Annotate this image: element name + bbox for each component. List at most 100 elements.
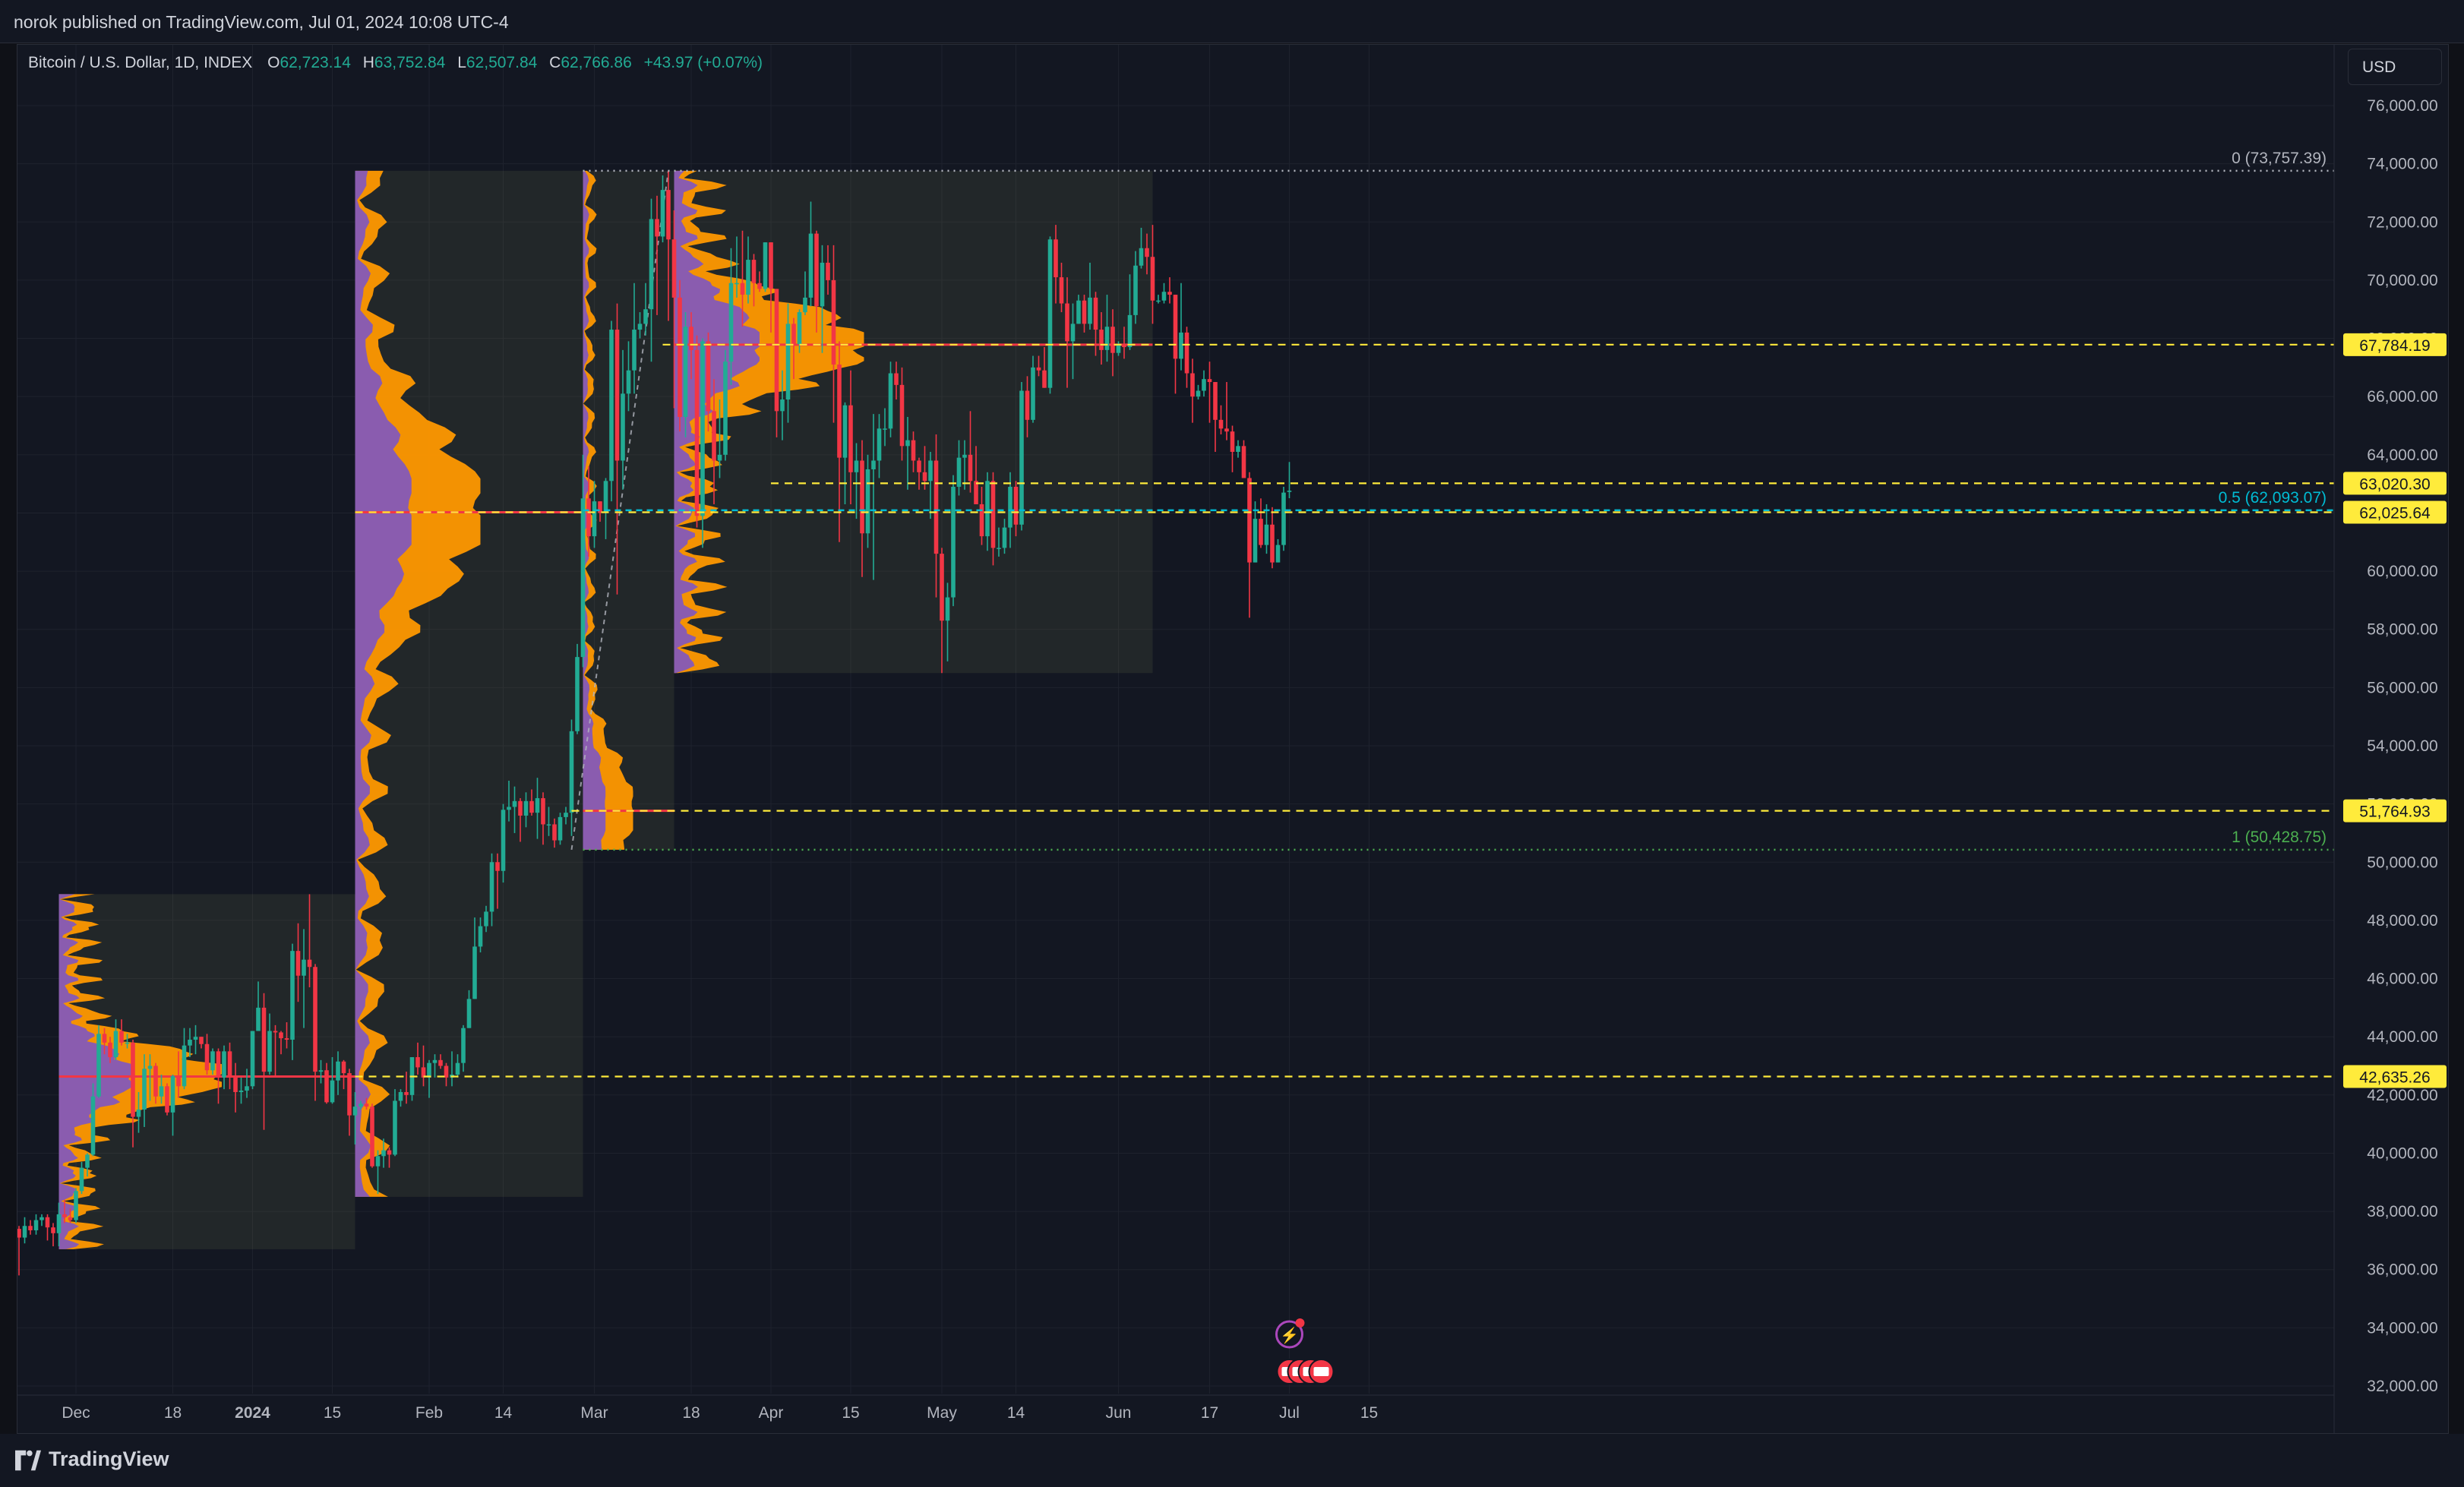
- brand-name[interactable]: TradingView: [49, 1448, 169, 1470]
- candle-body[interactable]: [860, 460, 864, 534]
- candle-body[interactable]: [182, 1045, 187, 1087]
- candle-body[interactable]: [899, 384, 905, 447]
- candle-body[interactable]: [90, 1096, 96, 1155]
- candle-body[interactable]: [997, 548, 1001, 549]
- candle-body[interactable]: [552, 824, 557, 841]
- candle-body[interactable]: [176, 1075, 181, 1087]
- candle-body[interactable]: [227, 1051, 232, 1078]
- candle-body[interactable]: [1167, 292, 1172, 295]
- candle-body[interactable]: [1116, 344, 1121, 353]
- candle-body[interactable]: [210, 1051, 215, 1071]
- candle-body[interactable]: [951, 486, 956, 598]
- candle-body[interactable]: [170, 1075, 175, 1113]
- candle-body[interactable]: [250, 1031, 255, 1087]
- candle-body[interactable]: [102, 1034, 107, 1043]
- candle-body[interactable]: [51, 1227, 55, 1233]
- candle-body[interactable]: [1150, 257, 1155, 301]
- candle-body[interactable]: [734, 283, 739, 285]
- tradingview-logo-icon[interactable]: [15, 1449, 41, 1472]
- candle-body[interactable]: [529, 800, 534, 813]
- candle-body[interactable]: [68, 1217, 73, 1220]
- candle-body[interactable]: [239, 1091, 244, 1092]
- candle-body[interactable]: [261, 1007, 267, 1072]
- candle-body[interactable]: [39, 1217, 44, 1220]
- candle-body[interactable]: [245, 1086, 249, 1091]
- candle-body[interactable]: [364, 1103, 369, 1107]
- candle-body[interactable]: [865, 469, 870, 534]
- candle-body[interactable]: [1088, 297, 1092, 324]
- price-level-tag[interactable]: [2343, 1065, 2447, 1088]
- candle-body[interactable]: [1218, 419, 1224, 429]
- candle-body[interactable]: [432, 1059, 438, 1063]
- candle-body[interactable]: [791, 324, 796, 345]
- candle-body[interactable]: [683, 327, 688, 418]
- candle-body[interactable]: [370, 1107, 374, 1167]
- candle-body[interactable]: [165, 1086, 169, 1113]
- candle-body[interactable]: [575, 657, 580, 731]
- candle-body[interactable]: [814, 233, 819, 307]
- candle-body[interactable]: [74, 1191, 78, 1220]
- lightning-event-icon[interactable]: [1275, 1320, 1303, 1349]
- candle-body[interactable]: [740, 283, 745, 295]
- price-level-tag[interactable]: [2343, 472, 2447, 495]
- candle-body[interactable]: [751, 260, 757, 283]
- candle-body[interactable]: [347, 1073, 352, 1116]
- candle-body[interactable]: [295, 951, 301, 976]
- candle-body[interactable]: [324, 1070, 329, 1103]
- candle-body[interactable]: [136, 1109, 141, 1117]
- candle-body[interactable]: [1054, 239, 1058, 278]
- candle-body[interactable]: [712, 411, 716, 461]
- candle-body[interactable]: [1207, 379, 1212, 383]
- candle-body[interactable]: [877, 428, 882, 461]
- candle-body[interactable]: [1202, 379, 1206, 391]
- candle-body[interactable]: [546, 824, 551, 826]
- candle-body[interactable]: [131, 1042, 135, 1117]
- candle-body[interactable]: [1259, 519, 1263, 545]
- candle-body[interactable]: [45, 1217, 50, 1228]
- candle-body[interactable]: [284, 1038, 289, 1040]
- candlestick-chart[interactable]: 0 (73,757.39) 0.5 (62,093.07) 1 (50,428.75…: [17, 45, 2448, 1433]
- candle-body[interactable]: [888, 373, 893, 429]
- candle-body[interactable]: [780, 399, 785, 412]
- candle-body[interactable]: [871, 460, 876, 469]
- candle-body[interactable]: [626, 370, 631, 394]
- candle-body[interactable]: [28, 1226, 33, 1230]
- candle-body[interactable]: [614, 330, 620, 461]
- candle-body[interactable]: [1145, 248, 1149, 257]
- candle-body[interactable]: [108, 1042, 112, 1058]
- candle-body[interactable]: [1093, 297, 1098, 330]
- candle-body[interactable]: [523, 800, 529, 816]
- candle-body[interactable]: [512, 800, 517, 807]
- candle-body[interactable]: [826, 262, 830, 280]
- candle-body[interactable]: [199, 1037, 204, 1044]
- candle-body[interactable]: [495, 862, 500, 871]
- candle-body[interactable]: [774, 289, 779, 412]
- candle-body[interactable]: [643, 309, 648, 324]
- candle-body[interactable]: [1013, 486, 1019, 525]
- candle-body[interactable]: [79, 1167, 84, 1192]
- candle-body[interactable]: [507, 807, 511, 810]
- candle-body[interactable]: [586, 498, 591, 537]
- candle-body[interactable]: [785, 324, 791, 400]
- candle-body[interactable]: [1224, 428, 1229, 432]
- candle-body[interactable]: [700, 341, 705, 516]
- candle-body[interactable]: [1156, 300, 1161, 302]
- candle-body[interactable]: [666, 190, 671, 240]
- candle-body[interactable]: [233, 1077, 238, 1092]
- candle-body[interactable]: [820, 262, 825, 307]
- candle-body[interactable]: [85, 1154, 90, 1168]
- candle-body[interactable]: [33, 1220, 39, 1230]
- candle-body[interactable]: [694, 349, 700, 516]
- candle-body[interactable]: [569, 731, 574, 813]
- candle-body[interactable]: [267, 1031, 272, 1072]
- candle-body[interactable]: [318, 1070, 324, 1072]
- candle-body[interactable]: [1270, 524, 1275, 563]
- candle-body[interactable]: [717, 454, 722, 461]
- candle-body[interactable]: [472, 946, 477, 999]
- candle-body[interactable]: [962, 454, 967, 458]
- candle-body[interactable]: [769, 242, 773, 289]
- candle-body[interactable]: [1213, 382, 1218, 420]
- candle-body[interactable]: [1253, 519, 1258, 563]
- symbol-title[interactable]: Bitcoin / U.S. Dollar, 1D, INDEX: [28, 54, 253, 71]
- candle-body[interactable]: [1065, 303, 1069, 342]
